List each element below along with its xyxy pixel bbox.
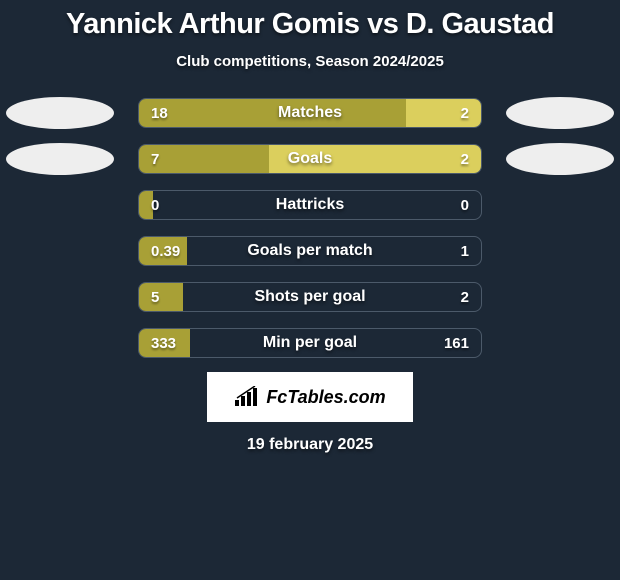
stat-bar: 52Shots per goal — [138, 282, 482, 312]
stat-value-right: 1 — [187, 237, 481, 265]
team-oval-right — [506, 97, 614, 129]
stat-value-left: 0 — [139, 191, 153, 219]
logo-box: FcTables.com — [207, 372, 413, 422]
team-oval-left — [6, 143, 114, 175]
stat-bar: 333161Min per goal — [138, 328, 482, 358]
stat-bar: 72Goals — [138, 144, 482, 174]
stat-bar: 0.391Goals per match — [138, 236, 482, 266]
stat-value-right: 161 — [190, 329, 481, 357]
comparison-chart: 182Matches 72Goals 00Hattricks 0.391Goals p… — [0, 98, 620, 358]
stat-value-left: 7 — [139, 145, 269, 173]
stat-value-left: 0.39 — [139, 237, 187, 265]
stats-card: Yannick Arthur Gomis vs D. Gaustad Club … — [0, 0, 620, 580]
stat-value-left: 333 — [139, 329, 190, 357]
chart-icon — [234, 386, 260, 408]
stat-bar: 00Hattricks — [138, 190, 482, 220]
stat-row: 0.391Goals per match — [0, 236, 620, 266]
date-label: 19 february 2025 — [247, 436, 373, 454]
stat-value-left: 5 — [139, 283, 183, 311]
team-oval-left — [6, 97, 114, 129]
stat-value-right: 2 — [183, 283, 481, 311]
stat-row: 182Matches — [0, 98, 620, 128]
subtitle: Club competitions, Season 2024/2025 — [176, 53, 444, 70]
stat-row: 333161Min per goal — [0, 328, 620, 358]
logo-text: FcTables.com — [266, 387, 385, 408]
team-oval-right — [506, 143, 614, 175]
stat-value-right: 2 — [269, 145, 481, 173]
stat-value-left: 18 — [139, 99, 406, 127]
stat-bar: 182Matches — [138, 98, 482, 128]
stat-value-right: 2 — [406, 99, 481, 127]
page-title: Yannick Arthur Gomis vs D. Gaustad — [66, 8, 554, 41]
stat-row: 52Shots per goal — [0, 282, 620, 312]
stat-row: 72Goals — [0, 144, 620, 174]
stat-value-right: 0 — [153, 191, 481, 219]
stat-row: 00Hattricks — [0, 190, 620, 220]
